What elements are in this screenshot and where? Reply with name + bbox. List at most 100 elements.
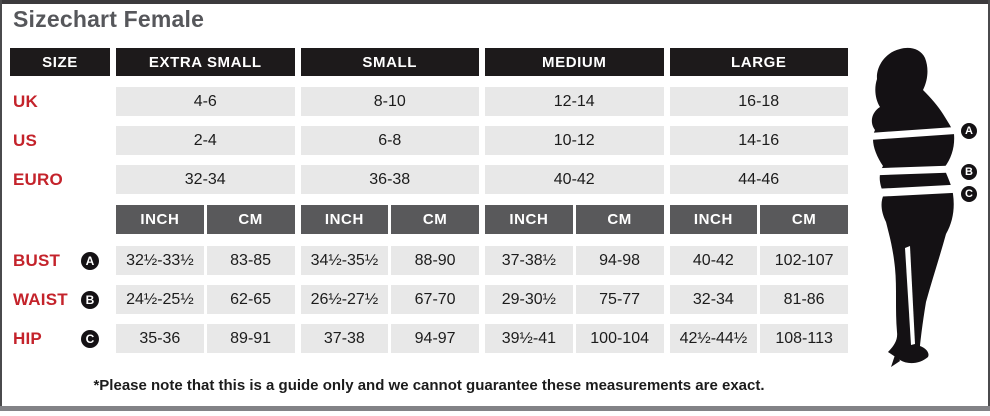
bust-extra-small: 32½-33½ 83-85 [116, 246, 295, 275]
bust-large: 40-42 102-107 [669, 246, 848, 275]
row-label-us: US [10, 126, 110, 155]
marker-c-badge: C [81, 329, 99, 348]
bust-xs-inch-value: 32½-33½ [116, 246, 204, 275]
unit-pair-extra-small: INCH CM [116, 205, 295, 234]
us-small-value: 6-8 [300, 126, 479, 155]
bust-row: BUST A 32½-33½ 83-85 34½-35½ 88-90 37-38… [10, 246, 848, 275]
header-row: SIZE EXTRA SMALL SMALL MEDIUM LARGE [10, 48, 848, 76]
column-header-medium: MEDIUM [485, 48, 664, 76]
female-silhouette [866, 47, 961, 367]
us-medium-value: 10-12 [485, 126, 664, 155]
size-corner-header: SIZE [10, 48, 110, 76]
frame-right-edge [988, 0, 990, 411]
hip-small: 37-38 94-97 [300, 324, 479, 353]
row-label-bust: BUST A [10, 246, 110, 275]
frame-top-edge [0, 0, 990, 4]
inch-header: INCH [116, 205, 204, 234]
bust-s-cm-value: 88-90 [391, 246, 479, 275]
row-label-uk: UK [10, 87, 110, 116]
frame-bottom-edge [0, 406, 990, 411]
cm-header: CM [760, 205, 848, 234]
inch-header: INCH [485, 205, 573, 234]
unit-pair-large: INCH CM [669, 205, 848, 234]
marker-a-badge: A [81, 251, 99, 270]
bust-m-cm-value: 94-98 [575, 246, 664, 275]
uk-large-value: 16-18 [669, 87, 848, 116]
cm-header: CM [575, 205, 664, 234]
column-header-small: SMALL [300, 48, 479, 76]
euro-small-value: 36-38 [300, 165, 479, 194]
row-label-euro: EURO [10, 165, 110, 194]
bust-l-inch-value: 40-42 [669, 246, 758, 275]
unit-pair-small: INCH CM [300, 205, 479, 234]
page-title: Sizechart Female [13, 6, 205, 32]
frame-left-edge [0, 0, 2, 411]
cm-header: CM [206, 205, 295, 234]
row-label-hip: HIP C [10, 324, 110, 353]
uk-small-value: 8-10 [300, 87, 479, 116]
uk-medium-value: 12-14 [485, 87, 664, 116]
figure-marker-b-badge: B [961, 164, 977, 180]
inch-header: INCH [300, 205, 389, 234]
hip-s-inch-value: 37-38 [300, 324, 389, 353]
waist-s-cm-value: 67-70 [391, 285, 479, 314]
hip-l-inch-value: 42½-44½ [669, 324, 758, 353]
waist-medium: 29-30½ 75-77 [485, 285, 664, 314]
waist-l-inch-value: 32-34 [669, 285, 758, 314]
us-extra-small-value: 2-4 [116, 126, 295, 155]
waist-l-cm-value: 81-86 [760, 285, 848, 314]
unit-header-row: INCH CM INCH CM INCH CM INCH CM [10, 205, 848, 234]
hip-m-cm-value: 100-104 [575, 324, 664, 353]
hip-xs-cm-value: 89-91 [206, 324, 295, 353]
figure-marker-a-badge: A [961, 123, 977, 139]
column-header-large: LARGE [669, 48, 848, 76]
row-label-waist: WAIST B [10, 285, 110, 314]
unit-pair-medium: INCH CM [485, 205, 664, 234]
inch-header: INCH [669, 205, 758, 234]
hip-xs-inch-value: 35-36 [116, 324, 204, 353]
waist-extra-small: 24½-25½ 62-65 [116, 285, 295, 314]
waist-row: WAIST B 24½-25½ 62-65 26½-27½ 67-70 29-3… [10, 285, 848, 314]
euro-label: EURO [13, 169, 63, 189]
hip-label: HIP [13, 328, 42, 348]
uk-label: UK [13, 91, 38, 111]
bust-m-inch-value: 37-38½ [485, 246, 573, 275]
bust-l-cm-value: 102-107 [760, 246, 848, 275]
bust-small: 34½-35½ 88-90 [300, 246, 479, 275]
waist-m-inch-value: 29-30½ [485, 285, 573, 314]
footnote: *Please note that this is a guide only a… [93, 377, 765, 394]
euro-extra-small-value: 32-34 [116, 165, 295, 194]
marker-b-badge: B [81, 290, 99, 309]
uk-row: UK 4-6 8-10 12-14 16-18 [10, 87, 848, 116]
waist-small: 26½-27½ 67-70 [300, 285, 479, 314]
us-row: US 2-4 6-8 10-12 14-16 [10, 126, 848, 155]
hip-medium: 39½-41 100-104 [485, 324, 664, 353]
cm-header: CM [391, 205, 479, 234]
bust-s-inch-value: 34½-35½ [300, 246, 389, 275]
uk-extra-small-value: 4-6 [116, 87, 295, 116]
euro-large-value: 44-46 [669, 165, 848, 194]
euro-row: EURO 32-34 36-38 40-42 44-46 [10, 165, 848, 194]
us-large-value: 14-16 [669, 126, 848, 155]
column-header-extra-small: EXTRA SMALL [116, 48, 295, 76]
waist-xs-inch-value: 24½-25½ [116, 285, 204, 314]
hip-row: HIP C 35-36 89-91 37-38 94-97 39½-41 100… [10, 324, 848, 353]
euro-medium-value: 40-42 [485, 165, 664, 194]
bust-label: BUST [13, 250, 61, 270]
hip-m-inch-value: 39½-41 [485, 324, 573, 353]
bust-medium: 37-38½ 94-98 [485, 246, 664, 275]
waist-m-cm-value: 75-77 [575, 285, 664, 314]
unit-row-spacer [10, 205, 110, 234]
hip-s-cm-value: 94-97 [391, 324, 479, 353]
waist-xs-cm-value: 62-65 [206, 285, 295, 314]
hip-l-cm-value: 108-113 [760, 324, 848, 353]
bust-xs-cm-value: 83-85 [206, 246, 295, 275]
waist-label: WAIST [13, 289, 68, 309]
figure-marker-c-badge: C [961, 186, 977, 202]
hip-large: 42½-44½ 108-113 [669, 324, 848, 353]
waist-s-inch-value: 26½-27½ [300, 285, 389, 314]
waist-large: 32-34 81-86 [669, 285, 848, 314]
us-label: US [13, 130, 38, 150]
hip-extra-small: 35-36 89-91 [116, 324, 295, 353]
